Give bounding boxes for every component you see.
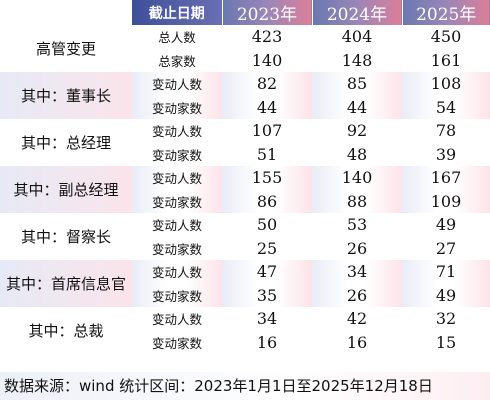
executive-change-table: 截止日期 2023年 2024年 2025年 高管变更 总人数 423 404 450 总… — [0, 0, 490, 354]
value-cell-2023: 47 — [222, 260, 312, 284]
value-cell-2024: 92 — [312, 119, 402, 143]
table-row: 高管变更 总人数 423 404 450 — [0, 25, 490, 72]
value-cell-2025: 39 — [402, 142, 490, 166]
value-cell-2023: 34 — [222, 307, 312, 331]
table-row: 变动家数 16 16 15 — [0, 330, 490, 354]
value-cell-2024: 404 — [312, 25, 402, 49]
header-year-2024: 2024年 — [311, 0, 402, 25]
metric-label: 变动家数 — [132, 330, 222, 354]
metric-label: 变动人数 — [132, 119, 222, 143]
value-cell-2023: 82 — [222, 72, 312, 96]
header-blank-cell — [0, 0, 132, 25]
value-cell-2023: 51 — [222, 142, 312, 166]
value-cell-2024: 48 — [312, 142, 402, 166]
metric-label: 变动人数 — [132, 166, 222, 190]
value-cell-2023: 50 — [222, 213, 312, 237]
value-cell-2024: 85 — [312, 72, 402, 96]
value-cell-2025: 450 — [402, 25, 490, 49]
metric-label: 变动家数 — [132, 189, 222, 213]
table-row: 其中：首席信息官 变动人数 47 34 71 — [0, 260, 490, 307]
value-cell-2024: 44 — [312, 95, 402, 119]
table-row: 其中：副总经理 变动人数 155 140 167 — [0, 166, 490, 213]
value-cell-2024: 34 — [312, 260, 402, 284]
value-cell-2023: 86 — [222, 189, 312, 213]
table-row: 其中：总裁 变动人数 34 42 32 — [0, 307, 490, 354]
source-note: 数据来源：wind 统计区间：2023年1月1日至2025年12月18日 — [0, 372, 490, 400]
value-cell-2025: 109 — [402, 189, 490, 213]
value-cell-2025: 167 — [402, 166, 490, 190]
value-cell-2025: 54 — [402, 95, 490, 119]
table-row: 其中：董事长 变动人数 82 85 108 — [0, 72, 490, 119]
value-cell-2023: 107 — [222, 119, 312, 143]
row-group-label: 其中：首席信息官 — [0, 260, 132, 307]
value-cell-2025: 108 — [402, 72, 490, 96]
value-cell-2025: 27 — [402, 236, 490, 260]
value-cell-2024: 26 — [312, 283, 402, 307]
value-cell-2025: 71 — [402, 260, 490, 284]
table-row: 变动家数 25 26 27 — [0, 236, 490, 260]
value-cell-2023: 140 — [222, 48, 312, 72]
value-cell-2025: 78 — [402, 119, 490, 143]
metric-label: 变动家数 — [132, 95, 222, 119]
table-row: 变动家数 35 26 49 — [0, 283, 490, 307]
table-row: 其中：督察长 变动人数 50 53 49 — [0, 213, 490, 260]
row-group-label: 其中：总裁 — [0, 307, 132, 354]
value-cell-2023: 16 — [222, 330, 312, 354]
metric-label: 变动人数 — [132, 307, 222, 331]
table-row: 总家数 140 148 161 — [0, 48, 490, 72]
value-cell-2025: 49 — [402, 213, 490, 237]
value-cell-2023: 44 — [222, 95, 312, 119]
value-cell-2024: 88 — [312, 189, 402, 213]
value-cell-2024: 53 — [312, 213, 402, 237]
header-cutoff-date: 截止日期 — [132, 0, 222, 25]
value-cell-2024: 42 — [312, 307, 402, 331]
table-row: 变动家数 44 44 54 — [0, 95, 490, 119]
metric-label: 变动人数 — [132, 213, 222, 237]
value-cell-2024: 148 — [312, 48, 402, 72]
row-group-label: 高管变更 — [0, 25, 132, 72]
value-cell-2025: 32 — [402, 307, 490, 331]
value-cell-2024: 26 — [312, 236, 402, 260]
row-group-label: 其中：董事长 — [0, 72, 132, 119]
table-body: 高管变更 总人数 423 404 450 总家数 140 148 161 其中：董事长 变动人数 82… — [0, 25, 490, 354]
metric-label: 变动家数 — [132, 283, 222, 307]
table-row: 变动家数 86 88 109 — [0, 189, 490, 213]
value-cell-2023: 155 — [222, 166, 312, 190]
value-cell-2025: 49 — [402, 283, 490, 307]
value-cell-2025: 161 — [402, 48, 490, 72]
value-cell-2024: 140 — [312, 166, 402, 190]
value-cell-2023: 35 — [222, 283, 312, 307]
header-year-2025: 2025年 — [401, 0, 490, 25]
metric-label: 变动家数 — [132, 142, 222, 166]
metric-label: 总人数 — [132, 25, 222, 49]
metric-label: 变动人数 — [132, 72, 222, 96]
value-cell-2023: 423 — [222, 25, 312, 49]
metric-label: 变动家数 — [132, 236, 222, 260]
row-group-label: 其中：总经理 — [0, 119, 132, 166]
value-cell-2024: 16 — [312, 330, 402, 354]
row-group-label: 其中：副总经理 — [0, 166, 132, 213]
value-cell-2025: 15 — [402, 330, 490, 354]
metric-label: 总家数 — [132, 48, 222, 72]
header-year-2023: 2023年 — [221, 0, 312, 25]
row-group-label: 其中：督察长 — [0, 213, 132, 260]
metric-label: 变动人数 — [132, 260, 222, 284]
table-row: 变动家数 51 48 39 — [0, 142, 490, 166]
value-cell-2023: 25 — [222, 236, 312, 260]
table-row: 其中：总经理 变动人数 107 92 78 — [0, 119, 490, 166]
header-row: 截止日期 2023年 2024年 2025年 — [0, 0, 490, 25]
